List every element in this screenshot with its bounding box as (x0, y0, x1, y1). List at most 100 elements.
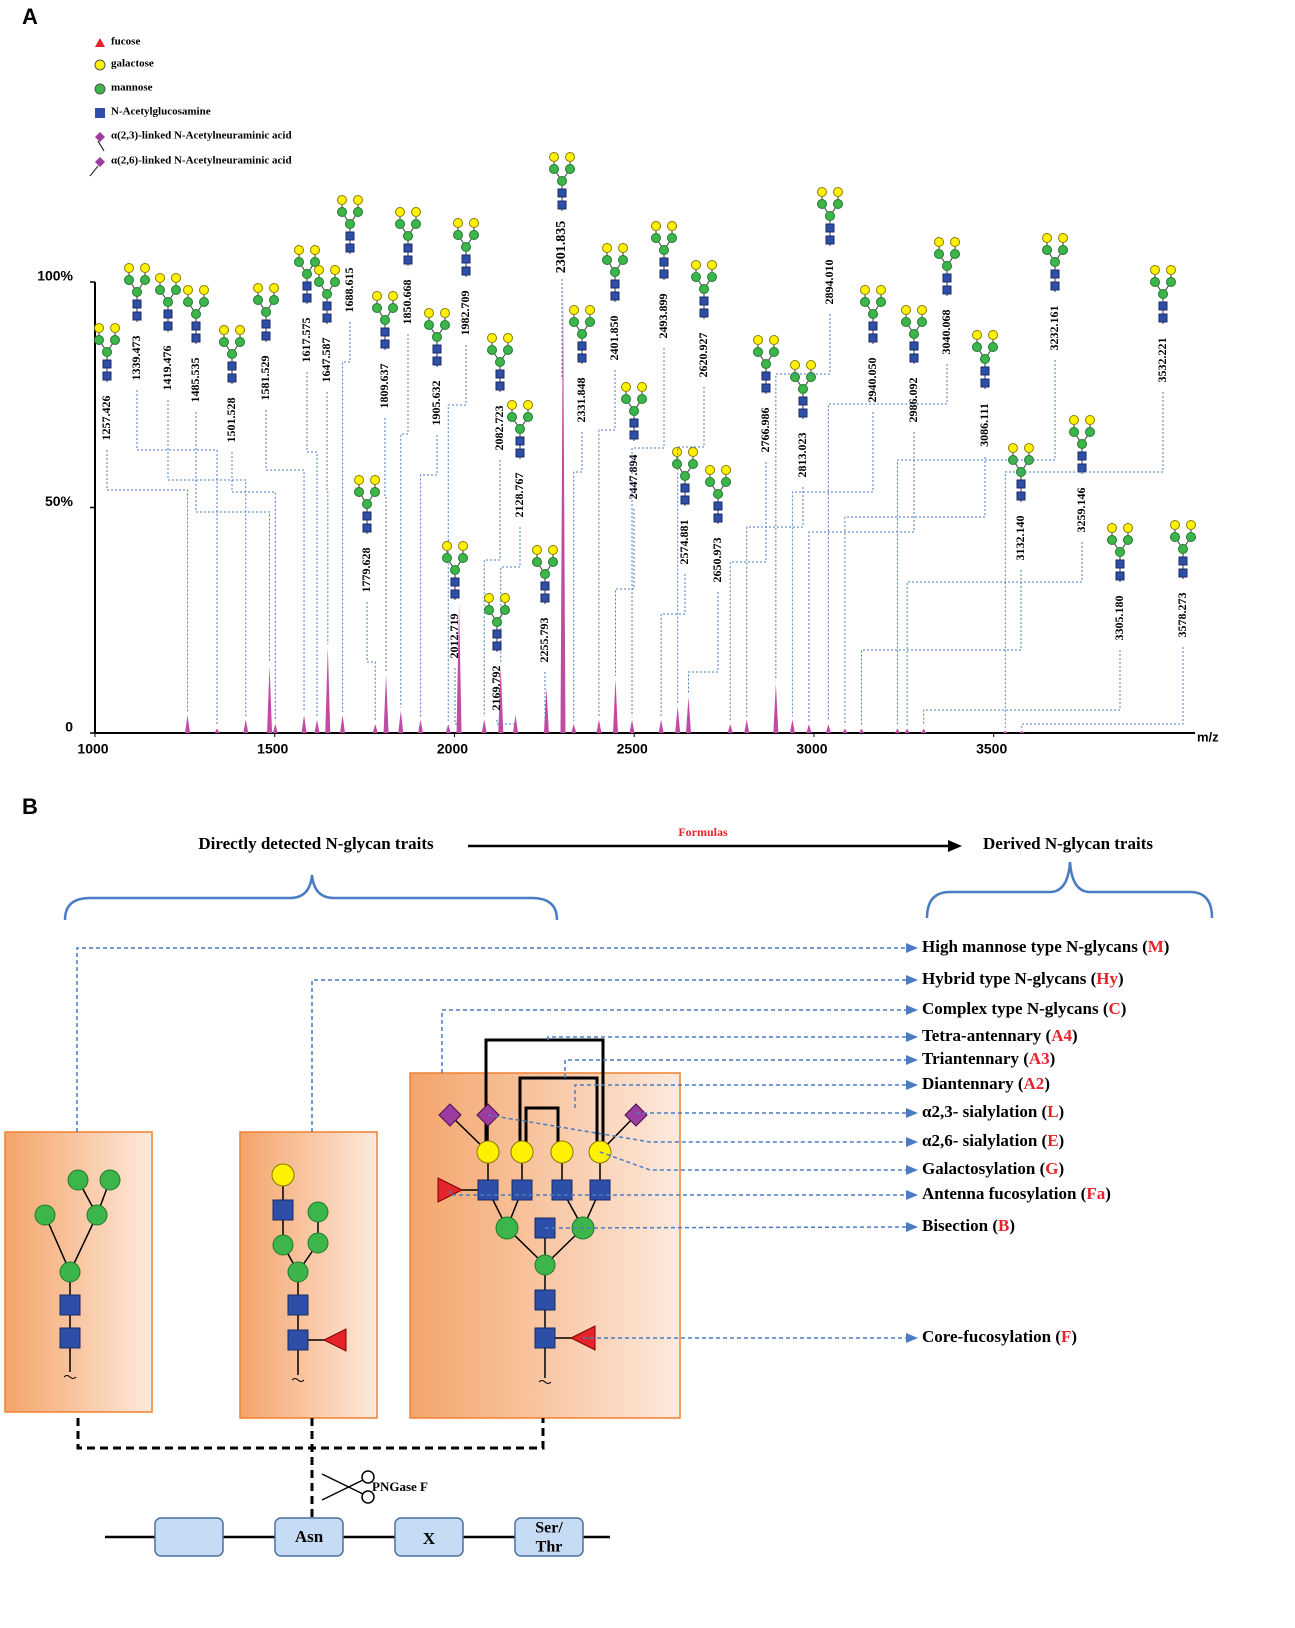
trait-text: ) (1072, 1026, 1078, 1045)
trait-arrow-head (906, 975, 918, 985)
glcnac (540, 593, 550, 603)
mannose (1186, 532, 1196, 542)
heading: Derived N-glycan traits (983, 834, 1153, 853)
glcnac (345, 243, 355, 253)
galactose (901, 305, 911, 315)
panel-label: A (22, 4, 38, 29)
galactose (988, 330, 998, 340)
trait-text: Triantennary ( (922, 1049, 1029, 1068)
glcnac (825, 223, 835, 233)
arrow-head (948, 840, 962, 852)
trait-code: E (1047, 1131, 1058, 1150)
mannose (503, 345, 513, 355)
peak (513, 714, 519, 733)
scissors (321, 1473, 364, 1495)
glcnac (227, 373, 237, 383)
glcnac (659, 269, 669, 279)
amino-acid-label: Thr (536, 1539, 563, 1556)
peak-label: 3086.111 (977, 403, 991, 447)
galactose (585, 305, 595, 315)
peak-label: 1485.535 (188, 358, 202, 403)
glcnac (302, 293, 312, 303)
mannose (651, 233, 661, 243)
leader-line (384, 418, 387, 672)
trait-text: High mannose type N-glycans ( (922, 937, 1148, 956)
peak (825, 723, 831, 733)
glcnac (534, 1289, 556, 1311)
glcnac (980, 378, 990, 388)
peak (773, 683, 779, 733)
mannose (287, 1261, 309, 1283)
mannose (171, 285, 181, 295)
galactose (219, 325, 229, 335)
mannose (833, 199, 843, 209)
galactose (637, 382, 647, 392)
trait-text: ) (1058, 1159, 1064, 1178)
mannose (507, 412, 517, 422)
trait-text: ) (1071, 1327, 1077, 1346)
leader-line (195, 412, 271, 663)
leader-line (791, 412, 874, 717)
glcnac (450, 577, 460, 587)
glcnac (261, 331, 271, 341)
trait-code: A2 (1024, 1074, 1045, 1093)
glcnac (345, 231, 355, 241)
peak-label: 3259.146 (1074, 488, 1088, 533)
leader-line (1021, 647, 1184, 728)
peak-label: 2255.793 (537, 618, 551, 663)
galactose (155, 273, 165, 283)
legend-label: N-Acetylglucosamine (111, 106, 211, 118)
glcnac (1016, 479, 1026, 489)
peak-label: 1779.628 (359, 548, 373, 593)
panel-label: B (22, 794, 38, 819)
peak-label: 3040.068 (939, 310, 953, 355)
galactose (1058, 233, 1068, 243)
peak (301, 714, 307, 733)
trait-arrow-head (906, 1165, 918, 1175)
peak-label: 1581.529 (258, 356, 272, 401)
mannose (199, 297, 209, 307)
mannose (484, 605, 494, 615)
glcnac (713, 513, 723, 523)
glcnac (798, 396, 808, 406)
peak (744, 719, 750, 733)
galactose (549, 152, 559, 162)
peak (727, 723, 733, 733)
peak (340, 714, 346, 733)
galactose (294, 245, 304, 255)
peak (842, 728, 848, 733)
galactose (876, 285, 886, 295)
sialic-acid (624, 1103, 648, 1127)
mannose (59, 1261, 81, 1283)
peak-label: 1905.632 (429, 381, 443, 426)
peak (685, 696, 691, 733)
mannose (1058, 245, 1068, 255)
galactose (1107, 523, 1117, 533)
y-tick-label: 100% (37, 268, 73, 284)
glcnac (432, 356, 442, 366)
brace (925, 861, 1214, 919)
peak-label: 1617.575 (299, 318, 313, 363)
leader-line (265, 410, 305, 712)
legend-symbol (94, 59, 106, 71)
mannose (621, 394, 631, 404)
peak (629, 719, 635, 733)
glcnac (909, 353, 919, 363)
mannose (909, 329, 919, 339)
mannose (67, 1169, 89, 1191)
glcnac (461, 254, 471, 264)
galactose (707, 260, 717, 270)
leader-line (420, 435, 438, 717)
glcnac (132, 311, 142, 321)
peak-label: 2493.899 (656, 294, 670, 339)
galactose (950, 237, 960, 247)
amino-acid-label: Asn (295, 1527, 324, 1546)
peak-label: 3232.161 (1047, 306, 1061, 351)
peak-label: 2813.023 (795, 433, 809, 478)
galactose (94, 323, 104, 333)
glcnac (163, 321, 173, 331)
peak-label: 1419.476 (160, 346, 174, 391)
mannose (253, 295, 263, 305)
x-tick-label: 3500 (976, 741, 1007, 757)
leader-line (808, 432, 915, 721)
